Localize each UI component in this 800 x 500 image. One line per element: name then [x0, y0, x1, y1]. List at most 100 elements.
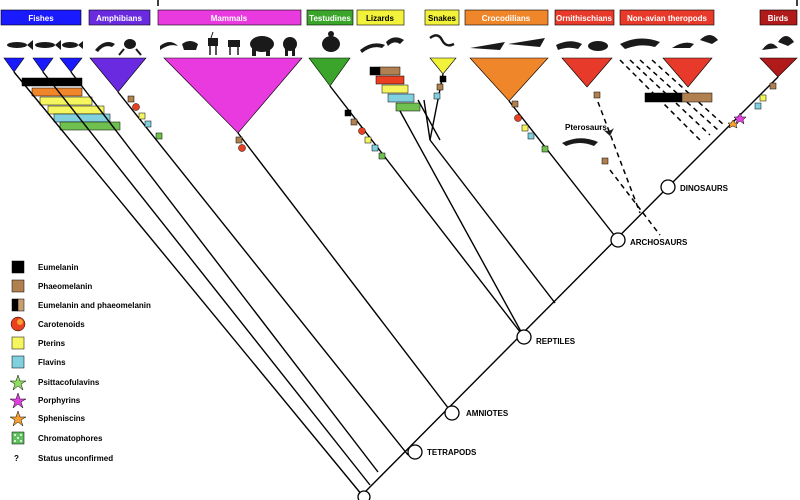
- group-label-nonavian: Non-avian theropods: [627, 14, 708, 23]
- group-label-crocodilians: Crocodilians: [482, 14, 531, 23]
- node-circle-tetrapods: [407, 444, 423, 460]
- turtle-silhouette-icon: [322, 31, 340, 52]
- animal-silhouettes: [7, 31, 794, 56]
- group-box-amphibians: [88, 9, 151, 26]
- node-label-dinosaurs: DINOSAURS: [680, 184, 729, 193]
- fish-silhouette-icon: [7, 40, 83, 50]
- clade-triangle-ornithischians: [561, 57, 613, 88]
- legend-item-spheniscins: Spheniscins: [9, 410, 86, 427]
- node-circle-amniotes: [444, 405, 460, 421]
- group-header-birds: Birds: [759, 9, 798, 26]
- clade-triangle-fishes-1: [3, 57, 25, 73]
- group-label-mammals: Mammals: [211, 14, 248, 23]
- legend-label-psittacofulvins: Psittacofulavins: [38, 378, 100, 387]
- node-dinosaurs: DINOSAURS: [660, 179, 729, 195]
- legend-swatch-eu-phaeo-right: [17, 298, 25, 312]
- tree-branches: [13, 71, 779, 496]
- legend-swatch-psittacofulvins: [9, 374, 27, 391]
- lizard-silhouette-icon: [360, 37, 404, 53]
- clade-triangle-fishes-2: [32, 57, 54, 73]
- clade-triangle-crocodilians: [469, 57, 549, 102]
- legend-label-flavins: Flavins: [38, 358, 66, 367]
- group-header-lizards: Lizards: [356, 9, 405, 26]
- legend-label-porphyrins: Porphyrins: [38, 396, 81, 405]
- clade-triangle-nonavian: [662, 57, 713, 88]
- legend-label-eu-phaeo: Eumelanin and phaeomelanin: [38, 301, 151, 310]
- clade-triangle-snakes: [429, 57, 457, 75]
- legend-item-eumelanin: Eumelanin: [11, 260, 79, 274]
- legend-label-phaeomelanin: Phaeomelanin: [38, 282, 92, 291]
- node-amniotes: AMNIOTES: [444, 405, 509, 421]
- fish-pigment-bars: [21, 77, 121, 131]
- group-box-lizards: [356, 9, 405, 26]
- legend-item-carotenoids: Carotenoids: [10, 316, 85, 332]
- node-label-archosaurs: ARCHOSAURS: [630, 238, 688, 247]
- legend-item-eu-phaeo: Eumelanin and phaeomelanin: [11, 298, 151, 312]
- legend-swatch-eu-phaeo-left: [11, 298, 19, 312]
- legend-swatch-pterins: [11, 336, 25, 350]
- legend-item-flavins: Flavins: [11, 355, 66, 369]
- legend-swatch-unconfirmed: ?: [14, 454, 19, 463]
- group-header-mammals: Mammals: [157, 9, 302, 26]
- legend-swatch-flavins: [11, 355, 25, 369]
- node-label-tetrapods: TETRAPODS: [427, 448, 477, 457]
- group-box-mammals: [157, 9, 302, 26]
- group-label-fishes: Fishes: [28, 14, 54, 23]
- legend-label-eumelanin: Eumelanin: [38, 263, 79, 272]
- clade-triangle-fishes-3: [59, 57, 83, 73]
- clade-triangle-mammals: [163, 57, 303, 134]
- branch-pigment-markers: [127, 75, 777, 165]
- node-circle-dinosaurs: [660, 179, 676, 195]
- theropod-dashed-lines: [597, 59, 725, 236]
- node-archosaurs: ARCHOSAURS: [610, 232, 688, 248]
- node-reptiles: REPTILES: [516, 329, 576, 346]
- group-box-nonavian: [619, 9, 715, 26]
- legend-item-porphyrins: Porphyrins: [9, 392, 81, 409]
- clade-triangle-birds: [759, 57, 798, 78]
- clade-triangle-amphibians: [89, 57, 147, 93]
- legend-label-chromatophores: Chromatophores: [38, 434, 103, 443]
- crocodile-silhouette-icon: [470, 38, 545, 50]
- snake-silhouette-icon: [429, 34, 455, 47]
- group-label-testudines: Testudines: [309, 14, 351, 23]
- mammal-silhouette-icon: [160, 31, 297, 56]
- legend-item-phaeomelanin: Phaeomelanin: [11, 279, 92, 293]
- group-header-crocodilians: Crocodilians: [464, 9, 549, 26]
- node-label-reptiles: REPTILES: [536, 337, 576, 346]
- legend-swatch-eumelanin: [11, 260, 25, 274]
- node-label-amniotes: AMNIOTES: [466, 409, 509, 418]
- legend-label-pterins: Pterins: [38, 339, 66, 348]
- group-label-ornithischians: Ornithischians: [556, 14, 613, 23]
- legend-label-unconfirmed: Status unconfirmed: [38, 454, 113, 463]
- group-header-ornithischians: Ornithischians: [554, 9, 615, 26]
- group-headers: Fishes Amphibians Mammals Testudines Liz…: [0, 9, 798, 26]
- legend-item-unconfirmed: ? Status unconfirmed: [14, 454, 113, 463]
- node-circle-reptiles: [516, 329, 532, 345]
- legend: Eumelanin Phaeomelanin Eumelanin and pha…: [9, 260, 151, 463]
- group-header-nonavian: Non-avian theropods: [619, 9, 715, 26]
- legend-item-psittacofulvins: Psittacofulavins: [9, 374, 100, 391]
- lizard-pigment-bars: [369, 66, 421, 112]
- group-box-birds: [759, 9, 798, 26]
- bird-silhouette-icon: [762, 36, 794, 50]
- group-label-birds: Birds: [768, 14, 789, 23]
- node-circle-archosaurs: [610, 232, 626, 248]
- group-label-lizards: Lizards: [366, 14, 395, 23]
- group-box-testudines: [306, 9, 354, 26]
- group-label-snakes: Snakes: [428, 14, 457, 23]
- group-box-ornithischians: [554, 9, 615, 26]
- tree-nodes: DINOSAURS ARCHOSAURS REPTILES AMNIOTES T…: [357, 179, 729, 500]
- root-node: [357, 490, 371, 500]
- node-tetrapods: TETRAPODS: [407, 444, 477, 460]
- theropod-pigment-bar: [644, 92, 713, 103]
- theropod-silhouette-icon: [620, 35, 718, 49]
- pterosaurs-label: Pterosaurs: [565, 123, 607, 132]
- group-box-crocodilians: [464, 9, 549, 26]
- group-box-snakes: [424, 9, 460, 26]
- legend-label-carotenoids: Carotenoids: [38, 320, 85, 329]
- group-header-fishes: Fishes: [0, 9, 82, 26]
- group-box-fishes: [0, 9, 82, 26]
- legend-label-spheniscins: Spheniscins: [38, 414, 86, 423]
- amphibian-silhouette-icon: [95, 39, 142, 56]
